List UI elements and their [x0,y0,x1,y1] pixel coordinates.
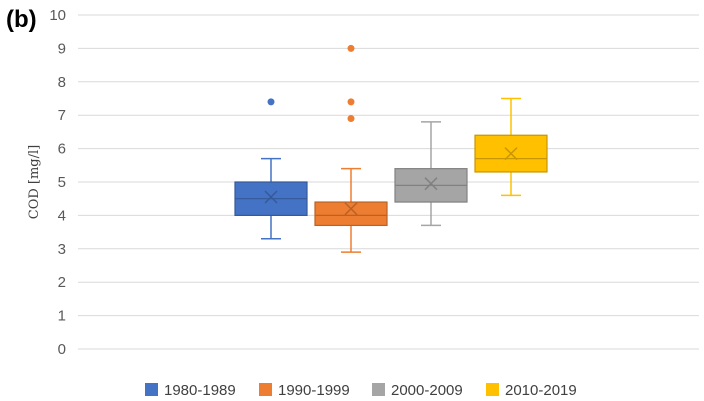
legend-label-1990-1999: 1990-1999 [278,382,350,399]
y-axis-label: COD [mg/l] [27,145,42,220]
y-tick-1: 1 [58,308,66,325]
legend-swatch-1990-1999 [259,383,272,396]
outlier-1990-1999-0 [347,115,355,123]
box-body-1990-1999 [314,201,388,227]
box-2000-2009 [394,121,468,227]
outlier-1990-1999-1 [347,98,355,106]
y-tick-0: 0 [58,341,66,358]
mean-marker-b-1980-1989 [264,190,278,204]
y-tick-7: 7 [58,107,66,124]
box-1980-1989 [234,98,308,240]
box-1990-1999 [314,44,388,253]
legend: 1980-1989 1990-1999 2000-2009 2010-2019 [145,382,577,399]
box-series [234,44,548,253]
legend-swatch-2010-2019 [486,383,499,396]
y-tick-5: 5 [58,174,66,191]
mean-marker-b-2000-2009 [424,177,438,191]
y-tick-3: 3 [58,241,66,258]
grid-lines [78,14,699,350]
outlier-1980-1989-0 [267,98,275,106]
y-tick-labels: 0 1 2 3 4 5 6 7 8 9 10 [49,7,66,358]
mean-marker-b-2010-2019 [504,147,518,161]
y-tick-9: 9 [58,40,66,57]
legend-label-2010-2019: 2010-2019 [505,382,577,399]
outlier-1990-1999-2 [347,44,355,52]
panel-label: (b) [6,6,37,33]
y-tick-2: 2 [58,274,66,291]
legend-label-2000-2009: 2000-2009 [391,382,463,399]
box-2010-2019 [474,97,548,197]
y-tick-10: 10 [49,7,66,24]
y-tick-8: 8 [58,74,66,91]
mean-marker-b-1990-1999 [344,202,358,216]
legend-swatch-1980-1989 [145,383,158,396]
y-tick-6: 6 [58,141,66,158]
legend-swatch-2000-2009 [372,383,385,396]
legend-label-1980-1989: 1980-1989 [164,382,236,399]
y-tick-4: 4 [58,207,66,224]
